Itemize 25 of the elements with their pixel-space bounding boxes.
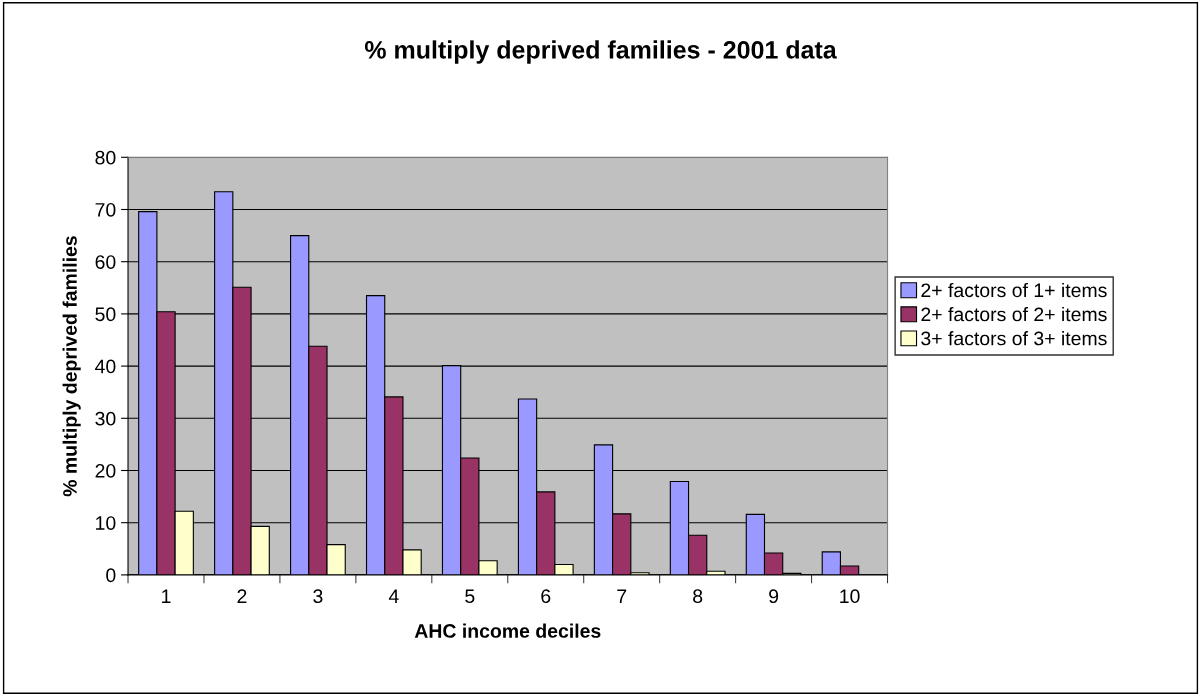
- legend-label: 2+ factors of 1+ items: [921, 282, 1107, 298]
- x-tick-label: 7: [617, 589, 627, 603]
- x-tick-label: 8: [693, 589, 703, 604]
- y-tick-label: 60: [95, 255, 116, 269]
- legend-label: 2+ factors of 2+ items: [921, 306, 1107, 322]
- y-axis-title: % multiply deprived families: [62, 236, 81, 497]
- y-tick-label: 50: [95, 307, 116, 322]
- y-tick-label: 40: [95, 359, 116, 374]
- y-tick-label: 30: [95, 411, 116, 426]
- chart-title: % multiply deprived families - 2001 data: [364, 40, 837, 64]
- x-tick-label: 3: [313, 589, 323, 604]
- y-tick-label: 10: [96, 516, 116, 530]
- y-tick-label: 20: [95, 463, 116, 478]
- x-tick-label: 6: [541, 589, 551, 604]
- y-tick-label: 80: [95, 150, 116, 165]
- x-tick-label: 2: [237, 589, 247, 603]
- y-tick-label: 0: [106, 568, 116, 583]
- x-tick-label: 9: [769, 589, 779, 604]
- y-tick-label: 70: [95, 202, 116, 217]
- x-tick-label: 1: [162, 589, 171, 603]
- x-tick-label: 4: [388, 589, 399, 603]
- x-axis-title: AHC income deciles: [414, 623, 601, 638]
- x-tick-label: 10: [840, 589, 860, 604]
- legend-label: 3+ factors of 3+ items: [921, 331, 1107, 346]
- x-tick-label: 5: [465, 589, 475, 604]
